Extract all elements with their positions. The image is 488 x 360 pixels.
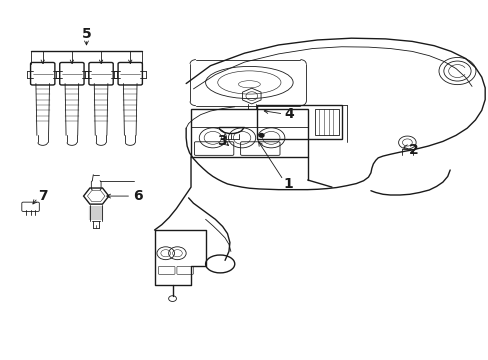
Text: 6: 6: [132, 189, 142, 203]
Circle shape: [259, 134, 264, 137]
Text: 4: 4: [285, 107, 294, 121]
Text: 1: 1: [283, 176, 292, 190]
Text: 3: 3: [217, 134, 226, 148]
Text: 7: 7: [38, 189, 47, 203]
Text: 2: 2: [408, 143, 418, 157]
Text: 5: 5: [81, 27, 91, 41]
